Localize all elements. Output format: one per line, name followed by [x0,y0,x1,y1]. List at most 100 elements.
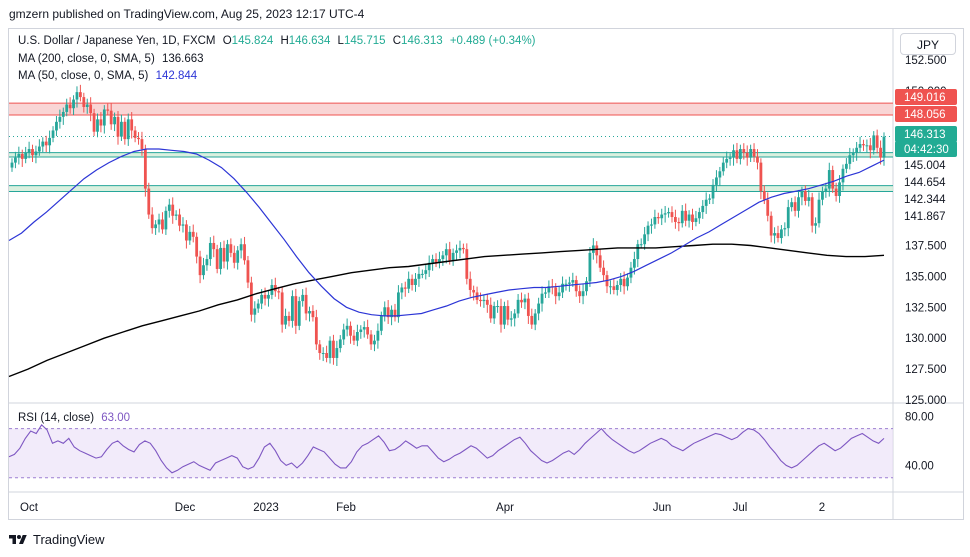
candle-body [55,121,58,131]
candle-body [544,292,547,294]
time-tick-label: Jun [653,502,672,514]
candle-body [164,210,168,230]
candle-body [31,149,34,156]
candle-body [403,287,407,289]
price-tick-label: 152.500 [905,55,947,67]
candle-body [427,262,431,271]
ma200-value: 136.663 [161,53,204,65]
chart-frame [8,28,964,520]
candle-body [431,259,435,263]
rsi-line [8,424,885,474]
candle-body [496,306,499,308]
candle-body [140,139,144,150]
candle-body [838,182,841,196]
candle-body [844,163,848,169]
candle-body [458,247,462,251]
price-tag-label: 146.313 [904,129,946,141]
candle-body [482,299,486,302]
candle-body [116,116,120,137]
candle-body [756,156,759,163]
candle-body [297,301,301,326]
ma200-legend: MA (200, close, 0, SMA, 5) 136.663 [18,53,208,65]
candle-body [219,247,222,269]
candle-body [226,244,229,262]
candle-body [256,303,260,309]
price-tick-label: 125.000 [905,395,947,407]
candle-body [27,149,31,153]
candle-body [814,223,818,226]
candle-body [137,137,140,140]
candle-body [851,152,855,156]
zone-2 [9,185,893,192]
price-tag-label: 04:42:30 [904,144,949,156]
price-tick-label: 127.500 [905,364,947,376]
candle-body [171,204,175,216]
candle-body [810,197,814,226]
time-tick-label: Jul [733,502,748,514]
footer [0,526,970,557]
candle-body [783,228,787,230]
price-tag-label: 141.867 [904,211,946,223]
currency-button[interactable]: JPY [900,33,956,55]
candle-body [359,329,363,332]
candle-body [595,245,599,256]
candle-body [451,252,455,261]
candle-body [321,353,325,355]
candle-body [383,307,387,316]
tradingview-logo-icon [9,535,27,544]
candle-body [574,280,578,292]
candle-body [694,218,698,222]
price-tag-label: 144.654 [904,177,946,189]
candle-body [44,141,48,146]
candle-body [10,162,14,168]
candle-body [759,162,763,192]
price-tick-label: 137.500 [905,240,947,252]
candle-body [349,325,352,336]
candle-body [677,221,681,224]
publisher-line: gmzern published on TradingView.com, Aug… [9,7,365,21]
candle-body [161,219,164,230]
candle-body [20,153,24,159]
candle-body [660,214,664,219]
candle-body [697,212,701,219]
candle-body [51,130,55,138]
candle-body [58,116,62,122]
candle-body [61,111,65,117]
candle-body [472,289,476,293]
candle-body [92,113,96,132]
candle-body [793,202,797,211]
candle-body [547,286,551,293]
rsi-legend: RSI (14, close) 63.00 [18,412,134,424]
candle-body [438,259,441,263]
low-value: 145.715 [343,35,386,47]
candle-body [738,149,742,159]
candle-body [674,217,677,222]
candle-body [725,158,729,163]
candle-body [41,141,45,147]
candle-body [369,334,373,345]
ma50-value: 142.844 [155,70,198,82]
candle-body [821,191,824,200]
ma50-legend: MA (50, close, 0, SMA, 5) 142.844 [18,70,201,82]
candle-body [181,224,185,226]
candle-body [619,278,623,286]
candle-body [564,283,568,285]
candle-body [680,210,684,224]
candle-body [277,291,281,293]
candle-body [14,157,17,163]
candle-body [749,149,753,158]
candle-body [455,250,458,253]
candle-body [212,242,216,250]
candle-body [72,99,75,109]
candle-body [718,171,722,178]
candle-body [687,214,691,221]
candle-body [37,146,41,152]
zone-0 [9,103,893,115]
candle-body [291,296,294,321]
symbol-name: U.S. Dollar / Japanese Yen, 1D, FXCM [18,35,216,47]
candle-body [366,327,370,335]
candle-body [773,233,776,236]
high-label: H [280,35,289,47]
ma50-line [8,148,885,317]
candle-body [113,116,116,125]
